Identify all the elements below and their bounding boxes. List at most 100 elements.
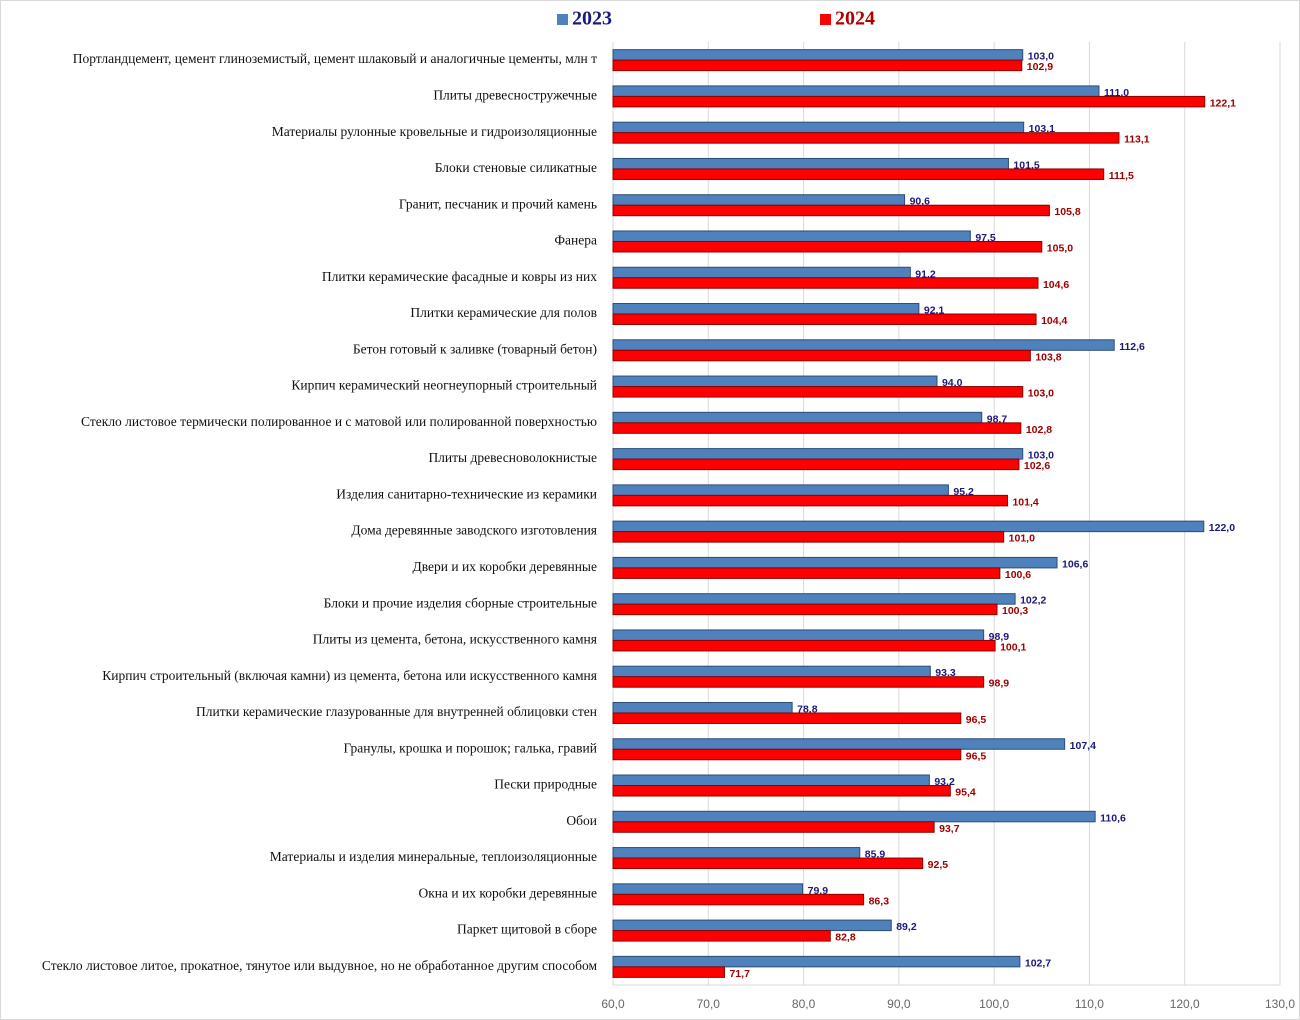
value-label: 106,6 (1062, 558, 1088, 570)
bar (612, 194, 906, 206)
value-label: 96,5 (966, 714, 987, 726)
category-label: Фанера (554, 233, 597, 248)
bar (612, 386, 1024, 398)
bar (612, 95, 1206, 108)
x-tick-label: 110,0 (1075, 997, 1104, 1011)
bar (612, 230, 971, 242)
bar (612, 748, 962, 761)
bar (612, 339, 1115, 351)
bar (612, 240, 1043, 253)
value-label: 102,8 (1026, 424, 1052, 436)
value-label: 93,7 (939, 823, 960, 835)
value-label: 105,0 (1047, 243, 1073, 255)
value-label: 113,1 (1124, 134, 1150, 146)
bar (612, 422, 1022, 434)
value-label: 89,2 (896, 921, 917, 933)
bar (612, 556, 1058, 569)
bar (612, 375, 938, 388)
value-label: 101,0 (1009, 533, 1035, 545)
value-label: 71,7 (729, 968, 750, 980)
bar (612, 893, 865, 906)
category-label: Плитки керамические глазурованные для вн… (196, 704, 597, 719)
bar (612, 847, 861, 859)
category-label: Блоки и прочие изделия сборные строитель… (324, 595, 597, 610)
bar (612, 349, 1031, 362)
category-label: Плиты древесноволокнистые (428, 450, 597, 465)
category-label: Стекло листовое литое, прокатное, тянуто… (42, 958, 598, 973)
bar (612, 49, 1024, 61)
value-label: 102,9 (1027, 61, 1053, 73)
bar (612, 448, 1024, 460)
bar (612, 665, 931, 678)
bar (612, 277, 1039, 289)
category-label: Кирпич строительный (включая камни) из ц… (102, 668, 597, 683)
bar (612, 313, 1037, 326)
bar (612, 85, 1100, 97)
value-label: 104,6 (1043, 279, 1069, 291)
category-label: Гранит, песчаник и прочий камень (399, 196, 597, 211)
category-label: Портландцемент, цемент глиноземистый, це… (73, 51, 597, 66)
category-label: Блоки стеновые силикатные (435, 160, 597, 175)
bar (612, 458, 1020, 471)
bar (612, 774, 930, 787)
category-label: Паркет щитовой в сборе (457, 922, 597, 937)
bar (612, 59, 1023, 72)
value-label: 111,5 (1109, 170, 1134, 182)
x-tick-label: 120,0 (1170, 997, 1200, 1011)
bar (612, 266, 911, 279)
x-tick-label: 90,0 (887, 997, 911, 1011)
bar (612, 567, 1001, 579)
bar (612, 132, 1120, 144)
value-label: 100,1 (1000, 641, 1026, 653)
legend-label: 2024 (835, 8, 875, 30)
value-label: 103,0 (1028, 450, 1054, 462)
category-label: Кирпич керамический неогнеупорный строит… (291, 378, 597, 393)
category-label: Изделия санитарно-технические из керамик… (336, 486, 597, 501)
bar (612, 785, 951, 797)
category-label: Плиты из цемента, бетона, искусственного… (313, 632, 597, 647)
x-tick-label: 60,0 (601, 997, 625, 1011)
category-label: Плитки керамические фасадные и ковры из … (322, 269, 597, 284)
category-label: Стекло листовое термически полированное … (81, 414, 597, 429)
value-label: 100,6 (1005, 569, 1031, 581)
bar (612, 603, 998, 616)
bar (612, 593, 1016, 605)
bar (612, 738, 1066, 750)
value-label: 122,1 (1210, 97, 1236, 109)
category-label: Гранулы, крошка и порошок; галька, грави… (344, 740, 597, 755)
bar (612, 204, 1050, 217)
category-label: Двери и их коробки деревянные (413, 559, 597, 574)
bar (612, 810, 1096, 823)
bar (612, 712, 962, 724)
bar (612, 639, 996, 652)
category-label: Материалы рулонные кровельные и гидроизо… (272, 124, 597, 139)
x-tick-label: 100,0 (979, 997, 1009, 1011)
category-label: Плитки керамические для полов (410, 305, 597, 320)
value-label: 96,5 (966, 750, 987, 762)
value-label: 103,8 (1035, 351, 1061, 363)
value-label: 112,6 (1119, 341, 1145, 353)
value-label: 107,4 (1070, 740, 1096, 752)
bar (612, 531, 1005, 543)
value-label: 104,4 (1041, 315, 1067, 327)
bar (612, 701, 793, 714)
bar (612, 168, 1105, 180)
bar (612, 857, 924, 870)
value-label: 103,0 (1028, 388, 1054, 400)
bar (612, 883, 804, 895)
value-label: 102,6 (1024, 460, 1050, 472)
value-label: 110,6 (1100, 812, 1126, 824)
value-label: 105,8 (1054, 206, 1080, 218)
legend-label: 2023 (572, 8, 612, 30)
value-label: 95,4 (955, 787, 976, 799)
bar (612, 930, 831, 942)
x-tick-label: 130,0 (1265, 997, 1295, 1011)
category-label: Бетон готовый к заливке (товарный бетон) (353, 341, 597, 356)
bar (612, 494, 1008, 507)
bar (612, 676, 985, 688)
value-label: 98,9 (989, 678, 1010, 690)
legend-swatch (820, 14, 831, 25)
value-label: 100,3 (1002, 605, 1028, 617)
value-label: 102,7 (1025, 957, 1051, 969)
